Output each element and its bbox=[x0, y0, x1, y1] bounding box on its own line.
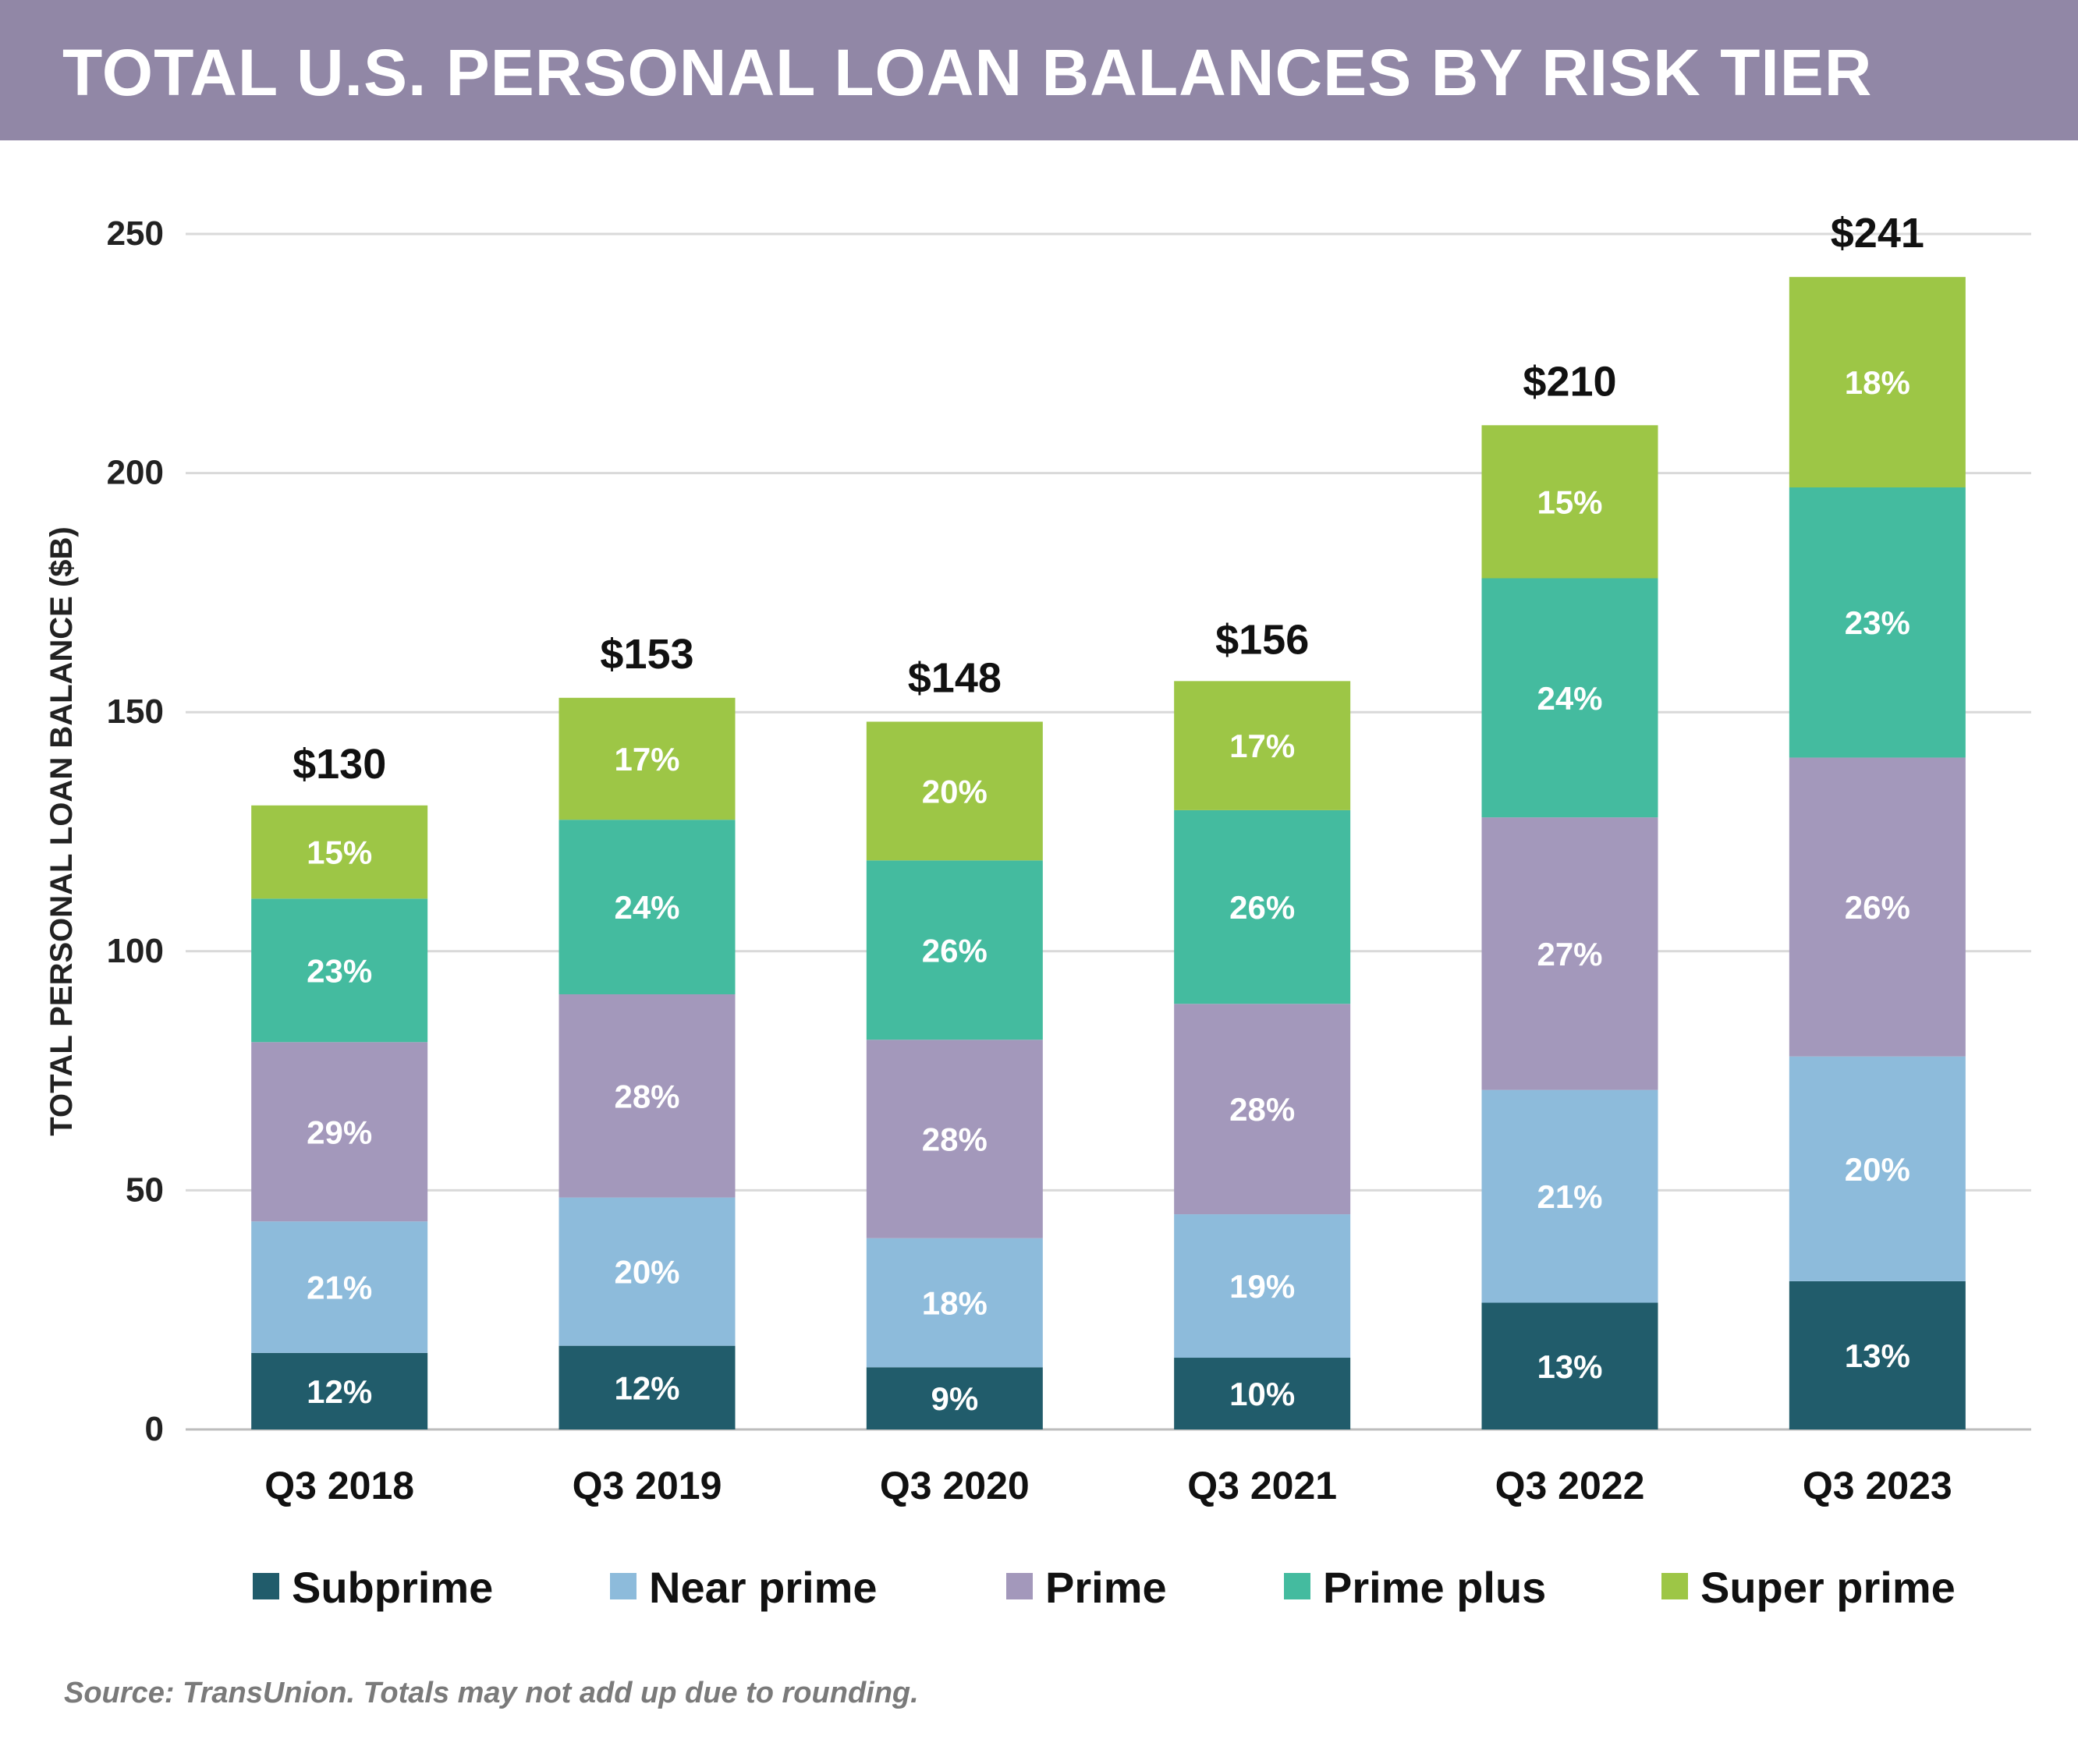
legend-label: Subprime bbox=[292, 1563, 493, 1612]
segment-label: 21% bbox=[1537, 1178, 1602, 1215]
y-axis-label: TOTAL PERSONAL LOAN BALANCE ($B) bbox=[44, 526, 79, 1136]
bar-segment bbox=[559, 1345, 736, 1429]
bar-segment bbox=[251, 1352, 428, 1429]
segment-label: 27% bbox=[1537, 936, 1602, 972]
bar-segment bbox=[559, 994, 736, 1198]
legend-swatch bbox=[1006, 1573, 1033, 1599]
bar-segment bbox=[1789, 1280, 1966, 1429]
segment-label: 13% bbox=[1845, 1337, 1910, 1374]
segment-label: 20% bbox=[1845, 1151, 1910, 1188]
bar-segment bbox=[251, 805, 428, 899]
total-label: $156 bbox=[1215, 616, 1309, 663]
segment-label: 19% bbox=[1229, 1268, 1295, 1305]
y-tick-label: 50 bbox=[126, 1171, 164, 1209]
bar-segment bbox=[251, 898, 428, 1043]
segment-label: 23% bbox=[307, 952, 372, 989]
bar-segment bbox=[1174, 1004, 1351, 1215]
segment-label: 9% bbox=[931, 1380, 978, 1417]
title-bar: TOTAL U.S. PERSONAL LOAN BALANCES BY RIS… bbox=[0, 0, 2078, 140]
bar-segment bbox=[1789, 487, 1966, 758]
bar-segment bbox=[1481, 578, 1658, 818]
x-tick-label: Q3 2023 bbox=[1803, 1464, 1952, 1507]
bar-segment bbox=[866, 721, 1043, 861]
total-label: $148 bbox=[908, 654, 1002, 701]
bar-segment bbox=[559, 697, 736, 820]
total-label: $130 bbox=[293, 741, 386, 788]
x-tick-label: Q3 2018 bbox=[264, 1464, 414, 1507]
y-tick-label: 0 bbox=[145, 1410, 164, 1448]
bar-segment bbox=[1481, 817, 1658, 1090]
bar-segment bbox=[866, 860, 1043, 1040]
segment-label: 12% bbox=[614, 1369, 679, 1406]
legend-label: Prime plus bbox=[1323, 1563, 1546, 1612]
segment-label: 29% bbox=[307, 1114, 372, 1150]
segment-label: 23% bbox=[1845, 604, 1910, 641]
bar-segment bbox=[251, 1221, 428, 1353]
segment-label: 18% bbox=[922, 1285, 988, 1322]
legend-label: Near prime bbox=[649, 1563, 878, 1612]
source-note: Source: TransUnion. Totals may not add u… bbox=[64, 1677, 919, 1709]
segment-label: 15% bbox=[307, 834, 372, 871]
bar-segment bbox=[559, 1197, 736, 1346]
legend-swatch bbox=[1284, 1573, 1310, 1599]
bar-segment bbox=[866, 1238, 1043, 1368]
total-label: $210 bbox=[1523, 358, 1616, 405]
bar-segment bbox=[1789, 277, 1966, 487]
bar-segment bbox=[1174, 681, 1351, 810]
bar-segment bbox=[1174, 1214, 1351, 1358]
bar-segment bbox=[866, 1040, 1043, 1238]
legend-swatch bbox=[1661, 1573, 1688, 1599]
bar-segment bbox=[1481, 1302, 1658, 1429]
x-tick-label: Q3 2019 bbox=[573, 1464, 722, 1507]
segment-label: 24% bbox=[614, 889, 679, 926]
bar-segment bbox=[866, 1367, 1043, 1429]
bar-segment bbox=[1481, 1089, 1658, 1303]
x-tick-label: Q3 2022 bbox=[1495, 1464, 1645, 1507]
segment-label: 12% bbox=[307, 1373, 372, 1410]
bar-segment bbox=[1174, 809, 1351, 1004]
y-tick-label: 200 bbox=[107, 454, 164, 492]
legend-label: Super prime bbox=[1700, 1563, 1956, 1612]
segment-label: 10% bbox=[1229, 1376, 1295, 1412]
bar-segment bbox=[1481, 425, 1658, 579]
segment-label: 26% bbox=[1845, 889, 1910, 926]
segment-label: 15% bbox=[1537, 484, 1602, 520]
bar-segment bbox=[251, 1042, 428, 1222]
segment-label: 20% bbox=[922, 773, 988, 809]
segment-label: 17% bbox=[614, 741, 679, 778]
x-tick-label: Q3 2021 bbox=[1187, 1464, 1337, 1507]
segment-label: 26% bbox=[922, 932, 988, 969]
segment-label: 17% bbox=[1229, 728, 1295, 764]
segment-label: 18% bbox=[1845, 364, 1910, 401]
legend-swatch bbox=[253, 1573, 279, 1599]
bar-segment bbox=[1174, 1358, 1351, 1429]
segment-label: 28% bbox=[922, 1121, 988, 1157]
y-tick-label: 150 bbox=[107, 692, 164, 731]
y-tick-label: 250 bbox=[107, 214, 164, 253]
segment-label: 24% bbox=[1537, 680, 1602, 717]
segment-label: 28% bbox=[1229, 1091, 1295, 1128]
legend-swatch bbox=[610, 1573, 637, 1599]
bar-segment bbox=[1789, 1056, 1966, 1281]
legend-label: Prime bbox=[1045, 1563, 1167, 1612]
segment-label: 20% bbox=[614, 1254, 679, 1291]
chart-title: TOTAL U.S. PERSONAL LOAN BALANCES BY RIS… bbox=[62, 36, 1873, 109]
segment-label: 28% bbox=[614, 1078, 679, 1114]
segment-label: 13% bbox=[1537, 1348, 1602, 1385]
total-label: $241 bbox=[1831, 210, 1924, 257]
segment-label: 26% bbox=[1229, 889, 1295, 926]
bar-segment bbox=[1789, 757, 1966, 1057]
total-label: $153 bbox=[600, 631, 693, 678]
y-tick-label: 100 bbox=[107, 932, 164, 970]
bar-segment bbox=[559, 820, 736, 994]
segment-label: 21% bbox=[307, 1270, 372, 1306]
x-tick-label: Q3 2020 bbox=[880, 1464, 1030, 1507]
